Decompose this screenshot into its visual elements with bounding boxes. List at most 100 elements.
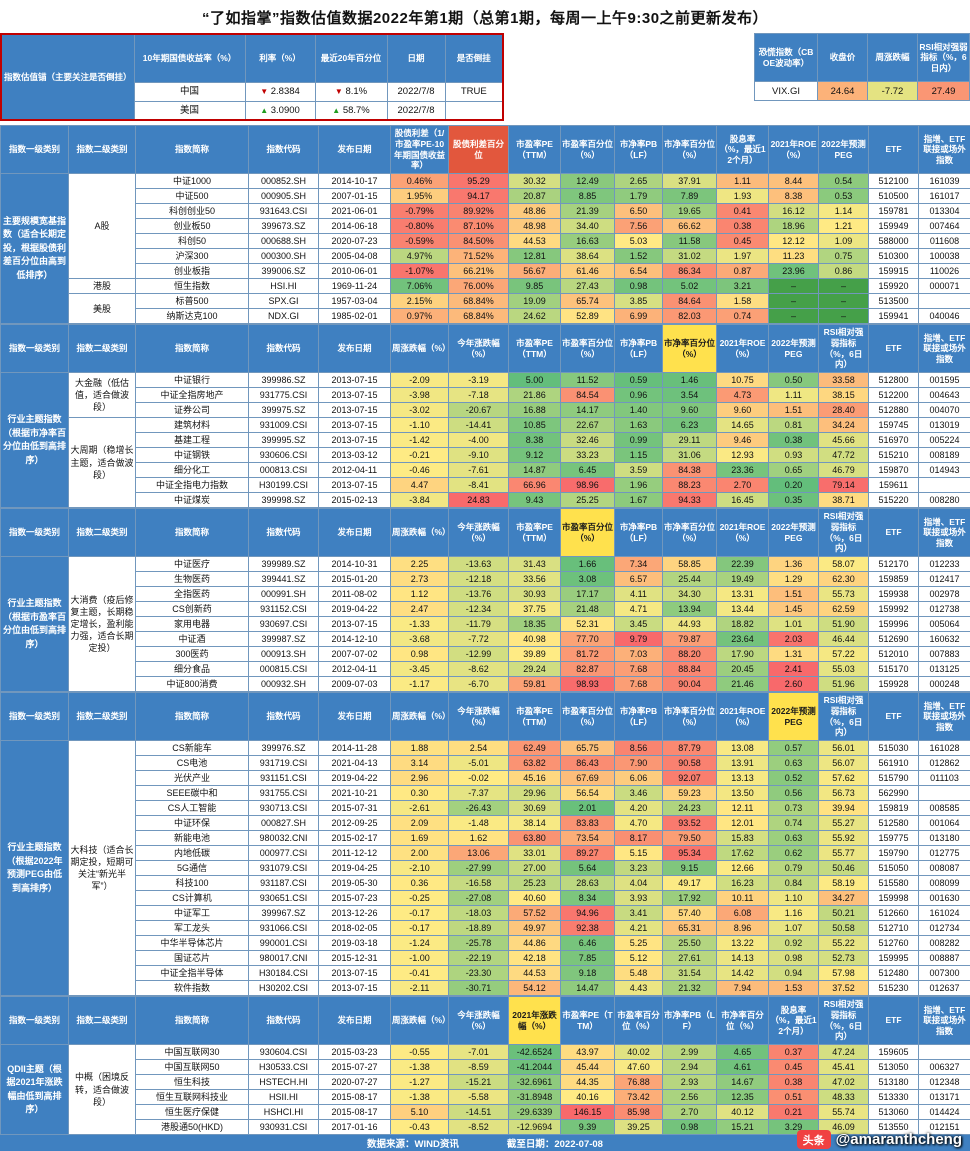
offmarket-fund-code: 161039 [918,173,970,189]
index-row: 行业主题指数（根据市净率百分位由低到高排序） 大金融（低估值，适合做波段） 中证银行… [0,372,970,509]
pe-percentile: 17.17 [560,586,615,603]
rsi-6d: 55.27 [818,815,869,832]
etf-code: 159745 [868,417,919,434]
etf-code: 561910 [868,755,919,772]
pe-percentile: 14.17 [560,402,615,419]
pb-percentile: 25.44 [662,571,717,588]
pe-ttm: 42.18 [508,950,561,967]
pb-percentile: 93.52 [662,815,717,832]
index-row: 新能电池 980032.CNI 2015-02-17 1.69 1.62 63.80 73.… [1,830,970,847]
launch-date: 2019-04-22 [318,601,391,618]
index-code: 399995.SZ [248,432,319,449]
peg-2022: 0.92 [768,935,819,952]
rsi-6d: 34.24 [818,417,869,434]
roe-2021: 8.44 [768,173,819,189]
pb-lf: 4.20 [614,800,663,817]
pb-percentile: 44.93 [662,616,717,633]
pb-lf: 1.96 [614,477,663,494]
offmarket-fund-code: 160632 [918,631,970,648]
pe-percentile: 89.27 [560,845,615,862]
offmarket-fund-code: 001064 [918,815,970,832]
etf-code: 159870 [868,462,919,479]
pb-lf: 4.43 [614,980,663,997]
pe-ttm: 33.01 [508,845,561,862]
equity-bond-spread: -0.80% [390,218,449,234]
peg-2022: 1.51 [768,586,819,603]
week-change: 1.88 [390,740,449,757]
category-level1: 行业主题指数（根据市净率百分位由低到高排序） [0,372,69,509]
index-code: 931775.CSI [248,387,319,404]
dividend-yield: 0.37 [768,1044,819,1061]
etf-code: 159928 [868,676,919,693]
pe-ttm: 44.53 [508,965,561,982]
column-header: 今年涨跌幅（%） [448,692,509,742]
week-change: 2.96 [390,770,449,787]
category-level2: 大科技（适合长期定投，短期可关注“新光半军”） [68,740,136,997]
section-header-row: 指数一级类别 指数二级类别 指数简称 指数代码 发布日期 股债利差（1/市盈率PE-10年… [0,125,970,174]
pe-ttm: 5.00 [508,372,561,389]
pe-percentile: 27.43 [560,277,615,295]
index-row: 中证500 000905.SH 2007-01-15 1.95% 94.17 20.87 8… [1,188,970,204]
offmarket-fund-code: 008087 [918,860,970,877]
offmarket-fund-code: 012417 [918,571,970,588]
section-table: 指数一级类别 指数二级类别 指数简称 指数代码 发布日期 周涨跌幅（%） 今年涨跌幅（%）市… [0,508,970,693]
category-level1: 行业主题指数（根据2022年预测PEG由低到高排序） [0,740,69,997]
etf-code: 159996 [868,616,919,633]
pe-ttm: 29.96 [508,785,561,802]
offmarket-fund-code [918,293,970,310]
peg-2022: 0.98 [768,950,819,967]
pb-lf: 5.48 [614,965,663,982]
index-name: 恒生医疗保健 [135,1104,249,1121]
pe-percentile: 47.60 [614,1059,663,1076]
launch-date: 2017-01-16 [318,1119,391,1136]
pb-lf: 7.03 [614,646,663,663]
etf-code: 515030 [868,740,919,757]
dividend-yield: 3.21 [716,277,769,295]
column-header: 发布日期 [318,692,391,742]
index-code: 930651.CSI [248,890,319,907]
pb-percentile: 27.61 [662,950,717,967]
dividend-yield: 1.97 [716,248,769,264]
category-level1: QDII主题（根据2021年涨跌幅由低到高排序） [0,1044,69,1136]
roe-2021: 23.96 [768,263,819,279]
pe-ttm: 12.81 [508,248,561,264]
pe-ttm: 40.16 [560,1089,615,1106]
peg-2022: 1.10 [768,890,819,907]
roe-2021: 15.83 [716,830,769,847]
roe-2021: 17.90 [716,646,769,663]
index-row: 中证全指半导体 H30184.CSI 2013-07-15 -0.41 -23.30 44… [1,965,970,982]
offmarket-fund-code: 002978 [918,586,970,603]
pe-percentile: 21.39 [560,203,615,219]
launch-date: 2015-07-23 [318,890,391,907]
pb-lf: 7.68 [614,676,663,693]
pb-percentile: 31.54 [662,965,717,982]
pe-ttm: 62.49 [508,740,561,757]
pb-percentile: 40.12 [716,1104,769,1121]
index-name: 科创50 [135,233,249,249]
peg-2022: 0.84 [768,875,819,892]
roe-2021: 13.91 [716,755,769,772]
roe-2021: 6.08 [716,905,769,922]
launch-date: 2019-04-22 [318,770,391,787]
index-name: SEEE碳中和 [135,785,249,802]
week-change: 1.69 [390,830,449,847]
column-header: 市净率百分位（%） [662,692,717,742]
etf-code: 513050 [868,1059,919,1076]
pb-percentile: 94.33 [662,492,717,509]
launch-date: 2015-07-27 [318,1059,391,1076]
dividend-yield: 1.58 [716,293,769,310]
peg-2022: 2.41 [768,661,819,678]
ytd-change: -7.18 [448,387,509,404]
roe-2021: 9.46 [716,432,769,449]
week-change: -1.24 [390,935,449,952]
ytd-change: -7.01 [448,1044,509,1061]
index-code: 980032.CNI [248,830,319,847]
launch-date: 2010-06-01 [318,263,391,279]
dividend-yield: 0.38 [768,1074,819,1091]
week-change: 2.73 [390,571,449,588]
index-code: SPX.GI [248,293,319,310]
offmarket-fund-code: 008585 [918,800,970,817]
spread-percentile: 68.84% [448,293,509,310]
offmarket-fund-code: 012738 [918,601,970,618]
launch-date: 1969-11-24 [318,277,391,295]
